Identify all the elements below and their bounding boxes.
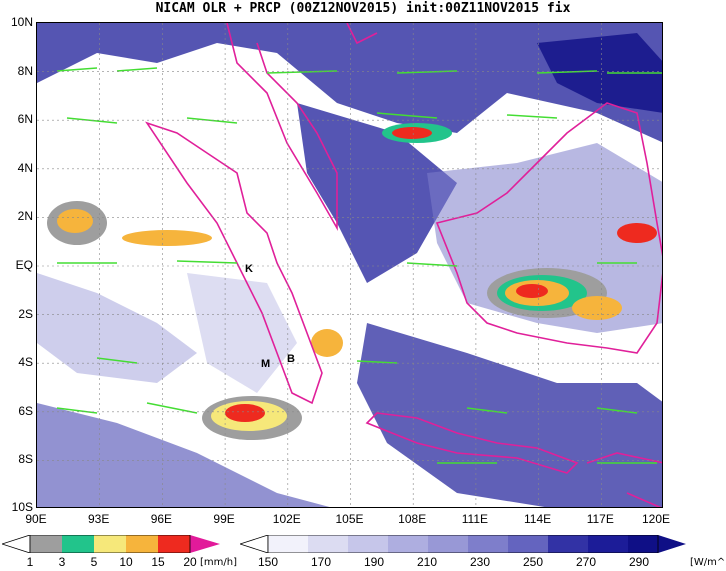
olr-tick: 210 bbox=[416, 555, 438, 569]
lon-tick: 102E bbox=[272, 512, 301, 526]
lon-tick: 111E bbox=[461, 512, 489, 526]
precip-tick: 3 bbox=[58, 555, 66, 569]
map-title: NICAM OLR + PRCP (00Z12NOV2015) init:00Z… bbox=[155, 1, 571, 16]
precip-tick: 10 bbox=[119, 555, 133, 569]
map-panel: K M B bbox=[36, 22, 663, 508]
olr-colorbar bbox=[240, 535, 686, 553]
gridlines bbox=[37, 23, 662, 507]
lon-tick: 108E bbox=[398, 512, 427, 526]
lat-tick: EQ bbox=[15, 258, 33, 272]
precip-tick: 20 bbox=[183, 555, 197, 569]
precip-unit: [mm/h] bbox=[200, 557, 237, 568]
map-svg bbox=[37, 23, 662, 507]
lon-tick: 90E bbox=[25, 512, 47, 526]
lat-tick: 4N bbox=[17, 161, 33, 175]
olr-unit: [W/m^2] bbox=[690, 557, 726, 568]
lat-tick: 6N bbox=[17, 112, 33, 126]
site-label-b: B bbox=[287, 353, 295, 365]
olr-tick: 270 bbox=[575, 555, 597, 569]
lat-tick: 8S bbox=[18, 452, 33, 466]
lat-tick: 2S bbox=[18, 307, 33, 321]
olr-tick: 250 bbox=[522, 555, 544, 569]
lon-tick: 93E bbox=[88, 512, 110, 526]
lat-tick: 2N bbox=[17, 209, 33, 223]
olr-tick: 230 bbox=[469, 555, 491, 569]
lat-tick: 10S bbox=[11, 500, 33, 514]
precip-colorbar bbox=[2, 535, 220, 553]
precip-tick: 15 bbox=[151, 555, 165, 569]
lat-tick: 8N bbox=[17, 64, 33, 78]
lat-tick: 10N bbox=[10, 15, 33, 29]
site-label-m: M bbox=[261, 358, 271, 370]
lon-tick: 114E bbox=[524, 512, 552, 526]
lon-tick: 96E bbox=[150, 512, 173, 526]
precip-tick: 1 bbox=[26, 555, 34, 569]
coastlines bbox=[145, 23, 662, 507]
lon-tick: 120E bbox=[641, 512, 671, 526]
lon-tick: 99E bbox=[213, 512, 235, 526]
olr-tick: 290 bbox=[628, 555, 650, 569]
olr-tick: 170 bbox=[310, 555, 332, 569]
lat-tick: 4S bbox=[18, 355, 33, 369]
olr-tick: 190 bbox=[363, 555, 385, 569]
site-label-k: K bbox=[245, 263, 253, 275]
lon-tick: 117E bbox=[586, 512, 614, 526]
precip-field bbox=[47, 123, 657, 440]
lat-tick: 6S bbox=[18, 404, 33, 418]
olr-tick: 150 bbox=[257, 555, 279, 569]
lon-tick: 105E bbox=[335, 512, 364, 526]
olr-field bbox=[37, 23, 662, 507]
precip-tick: 5 bbox=[90, 555, 98, 569]
